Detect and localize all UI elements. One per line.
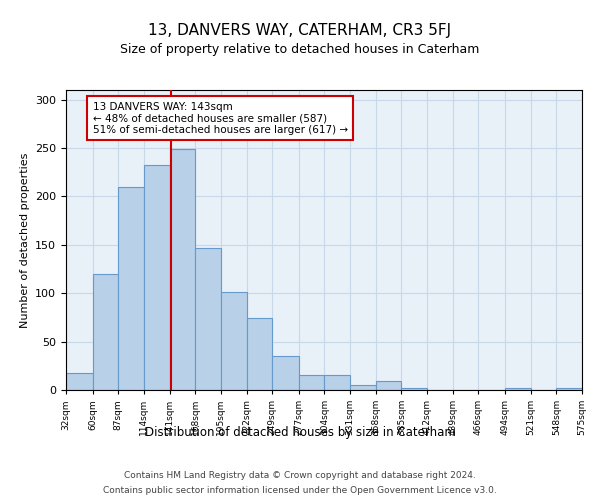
Bar	[247, 318, 272, 390]
Text: Contains public sector information licensed under the Open Government Licence v3: Contains public sector information licen…	[103, 486, 497, 495]
Bar	[376, 382, 401, 390]
Text: Distribution of detached houses by size in Caterham: Distribution of detached houses by size …	[145, 426, 455, 439]
Bar	[401, 388, 427, 390]
Bar	[350, 385, 376, 390]
Bar	[272, 356, 299, 390]
Bar	[92, 274, 118, 390]
Bar	[505, 388, 530, 390]
Bar	[144, 164, 170, 390]
Bar	[195, 248, 221, 390]
Bar	[556, 388, 582, 390]
Text: Contains HM Land Registry data © Crown copyright and database right 2024.: Contains HM Land Registry data © Crown c…	[124, 471, 476, 480]
Bar	[221, 292, 247, 390]
Bar	[325, 376, 350, 390]
Bar	[299, 376, 325, 390]
Bar	[170, 149, 195, 390]
Text: 13 DANVERS WAY: 143sqm
← 48% of detached houses are smaller (587)
51% of semi-de: 13 DANVERS WAY: 143sqm ← 48% of detached…	[92, 102, 348, 135]
Text: Size of property relative to detached houses in Caterham: Size of property relative to detached ho…	[121, 42, 479, 56]
Y-axis label: Number of detached properties: Number of detached properties	[20, 152, 29, 328]
Bar	[66, 372, 92, 390]
Bar	[118, 187, 144, 390]
Text: 13, DANVERS WAY, CATERHAM, CR3 5FJ: 13, DANVERS WAY, CATERHAM, CR3 5FJ	[148, 22, 452, 38]
